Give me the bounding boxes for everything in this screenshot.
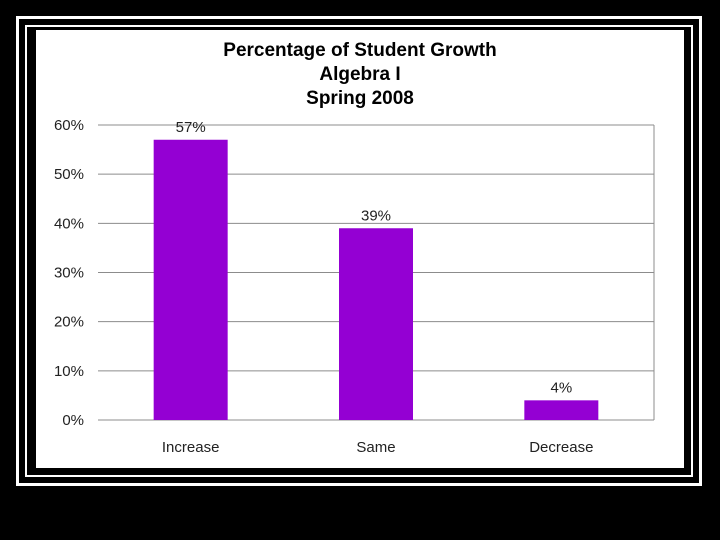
y-tick-label: 50%: [54, 166, 84, 183]
y-tick-label: 60%: [54, 117, 84, 134]
bar-chart: Percentage of Student Growth Algebra I S…: [54, 40, 655, 456]
x-category-label: Increase: [162, 439, 220, 456]
x-axis-category-labels: Increase Same Decrease: [162, 439, 594, 456]
y-tick-label: 0%: [62, 412, 84, 429]
y-axis-tick-labels: 0% 10% 20% 30% 40% 50% 60%: [54, 117, 84, 429]
data-label: 39%: [361, 207, 391, 224]
bar-decrease: [524, 400, 599, 420]
chart-title-line-3: Spring 2008: [306, 88, 414, 109]
bar-increase: [153, 139, 228, 420]
y-tick-label: 40%: [54, 215, 84, 232]
slide-inner-border: [25, 25, 693, 477]
x-category-label: Same: [356, 439, 395, 456]
chart-panel: Percentage of Student Growth Algebra I S…: [36, 30, 684, 468]
data-label: 4%: [550, 379, 572, 396]
chart-title-line-1: Percentage of Student Growth: [223, 40, 496, 61]
y-tick-label: 30%: [54, 265, 84, 282]
y-tick-label: 20%: [54, 314, 84, 331]
data-labels: 57% 39% 4%: [176, 119, 573, 397]
data-label: 57%: [176, 119, 206, 136]
chart-title: Percentage of Student Growth Algebra I S…: [223, 40, 496, 109]
chart-title-line-2: Algebra I: [319, 64, 400, 85]
x-category-label: Decrease: [529, 439, 593, 456]
bar-same: [339, 228, 413, 420]
slide-outer-border: [16, 16, 702, 486]
y-tick-label: 10%: [54, 363, 84, 380]
bars: [153, 139, 599, 420]
